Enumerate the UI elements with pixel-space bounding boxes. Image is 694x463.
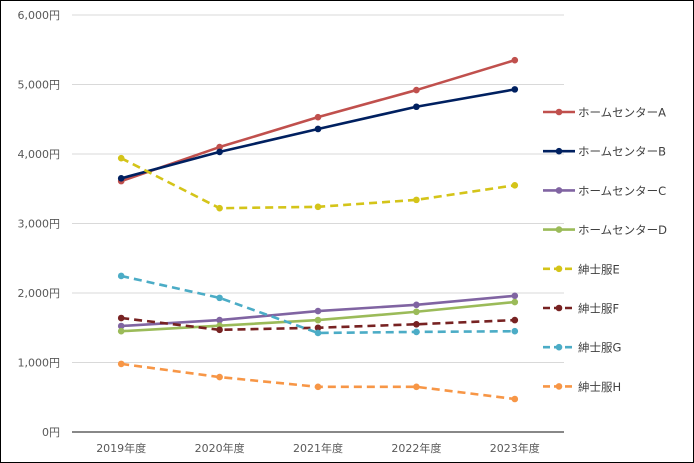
y-tick-label: 2,000円 [18,287,61,300]
y-tick-label: 3,000円 [18,218,61,231]
data-point [511,86,519,93]
y-tick-label: 6,000円 [18,9,61,22]
data-point [413,103,420,111]
legend-marker [555,343,563,351]
x-tick-label: 2021年度 [293,441,343,455]
data-point [314,329,322,337]
series-line [120,88,516,180]
legend-label: 紳士服G [578,341,621,355]
data-point [216,326,223,334]
data-point [413,308,420,316]
y-tick-label: 5,000円 [18,79,61,92]
data-point [216,316,223,324]
x-tick-label: 2019年度 [96,441,146,455]
data-point [117,322,125,330]
data-point [314,324,322,332]
legend-marker [555,265,563,273]
legend-label: ホームセンターA [578,106,666,120]
data-point [511,316,519,324]
legend-label: ホームセンターD [578,223,667,237]
legend-marker [555,304,563,312]
legend-marker [555,108,563,116]
data-point [117,272,125,280]
series-line [121,362,515,401]
data-point [117,314,125,322]
y-tick-label: 1,000円 [18,357,61,370]
data-point [314,316,322,324]
legend-marker [555,187,563,194]
y-tick-label: 0円 [42,426,60,439]
data-point [314,203,322,211]
x-tick-label: 2023年度 [490,441,540,455]
data-point [117,360,125,368]
data-point [413,383,420,391]
data-point [216,373,223,381]
legend-marker [555,226,563,233]
data-point [511,327,519,335]
legend-label: ホームセンターC [578,184,666,198]
data-point [216,148,223,156]
data-point [413,86,420,94]
legend-marker [555,147,563,155]
legend-label: 紳士服F [578,302,619,316]
data-point [511,56,519,64]
data-point [314,113,322,121]
data-point [413,301,420,309]
x-tick-label: 2020年度 [195,441,245,455]
legend-label: ホームセンターB [578,145,666,159]
series-line [120,274,515,335]
data-point [314,383,322,391]
legend-label: 紳士服H [578,380,621,394]
data-point [117,154,125,162]
data-point [216,204,223,212]
data-point [216,143,223,151]
data-point [413,328,420,336]
data-point [413,196,420,204]
data-point [511,298,519,306]
data-point [117,175,125,182]
legend-marker [555,383,563,390]
data-point [511,292,519,300]
y-tick-label: 4,000円 [18,148,61,161]
data-point [314,125,322,133]
data-point [314,307,322,315]
series-line [120,157,515,210]
data-point [216,294,223,302]
data-point [511,395,519,403]
x-tick-label: 2022年度 [391,441,441,455]
data-point [413,320,420,328]
data-point [511,181,519,189]
legend-label: 紳士服E [578,262,620,276]
data-point [117,327,125,335]
